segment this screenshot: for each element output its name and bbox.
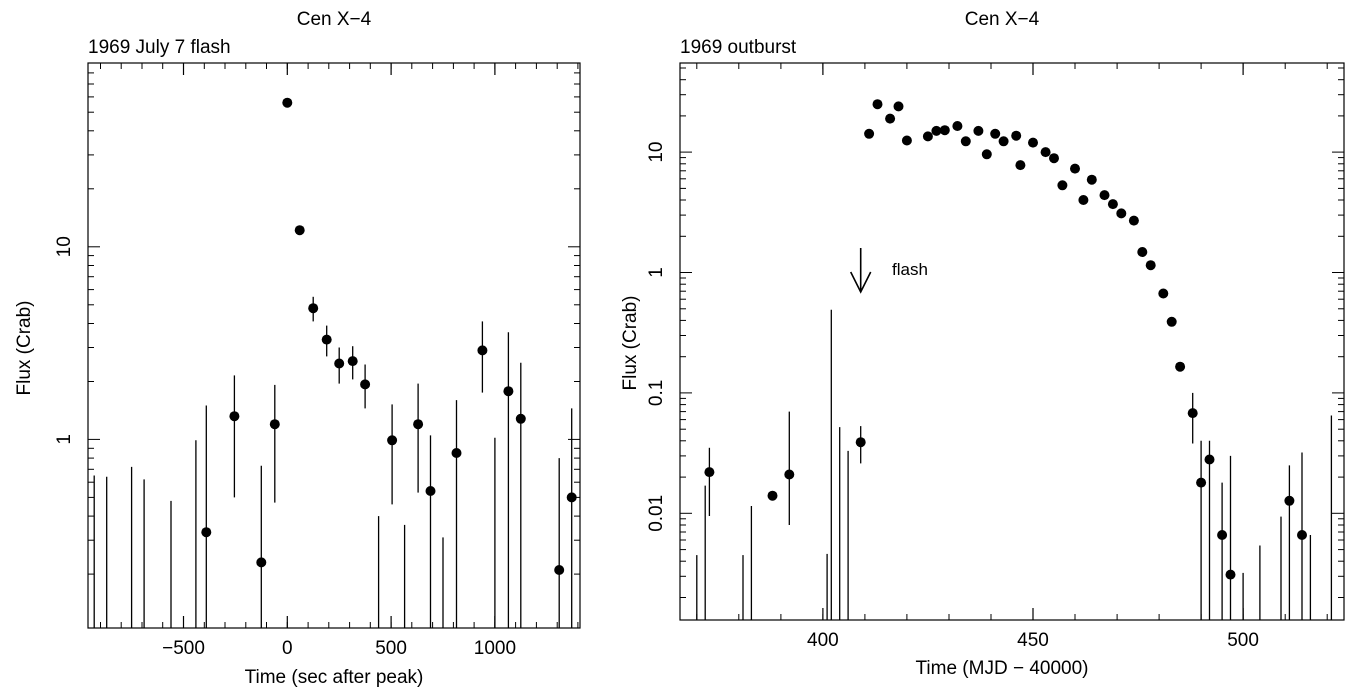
data-point — [767, 490, 778, 501]
x-tick-label: 0 — [282, 638, 293, 659]
data-point — [973, 125, 984, 136]
data-point — [1187, 408, 1198, 419]
data-point — [931, 125, 942, 136]
x-tick-label: −500 — [162, 638, 205, 659]
x-tick-label: 450 — [1017, 630, 1049, 651]
data-point — [503, 386, 514, 397]
y-tick-label: 10 — [646, 142, 667, 163]
data-point — [893, 101, 904, 112]
data-point — [451, 448, 462, 458]
outburst-light-curve-panel: Cen X−4 1969 outburst Time (MJD − 40000)… — [620, 9, 1345, 679]
data-point — [1086, 174, 1097, 185]
plot-frame — [87, 62, 581, 629]
data-point — [294, 225, 305, 236]
data-point — [872, 99, 883, 110]
data-point — [425, 486, 436, 496]
x-tick-label: 500 — [375, 638, 407, 659]
data-point — [1175, 361, 1186, 372]
data-point — [413, 419, 424, 430]
data-point — [1225, 569, 1236, 580]
data-point — [308, 303, 319, 314]
data-point — [387, 435, 398, 446]
data-point — [566, 492, 577, 503]
data-point — [1011, 130, 1022, 141]
data-point — [347, 356, 358, 367]
data-point — [1166, 316, 1177, 327]
data-point — [939, 125, 950, 136]
data-point — [864, 128, 875, 139]
y-tick-label: 10 — [54, 236, 75, 257]
panel-title: Cen X−4 — [297, 9, 372, 30]
data-point — [704, 467, 715, 478]
flash-arrow-head — [849, 271, 872, 294]
panel-subtitle: 1969 July 7 flash — [88, 37, 231, 58]
panel-subtitle: 1969 outburst — [680, 37, 797, 58]
x-axis-label: Time (sec after peak) — [245, 667, 424, 688]
data-point — [1049, 153, 1059, 164]
data-point — [990, 128, 1001, 139]
x-tick-label: 1000 — [474, 638, 516, 659]
data-point — [784, 469, 795, 480]
data-point — [1145, 260, 1156, 271]
data-point — [1217, 530, 1228, 540]
data-point — [1158, 288, 1169, 299]
panel-title: Cen X−4 — [965, 9, 1040, 30]
flash-annotation: flash — [892, 260, 928, 279]
y-axis-label: Flux (Crab) — [620, 295, 641, 390]
plot-frame — [679, 62, 1345, 621]
data-point — [269, 419, 280, 430]
data-point — [554, 565, 565, 575]
data-point — [1196, 477, 1207, 488]
data-point — [1028, 137, 1038, 148]
x-tick-label: 500 — [1227, 630, 1259, 651]
y-tick-label: 0.01 — [646, 495, 667, 532]
plot-marks: 400 450 500 0.01 0.1 1 10 — [646, 63, 1344, 651]
data-point — [1128, 215, 1139, 226]
data-point — [321, 334, 332, 345]
data-point — [201, 527, 212, 538]
data-point — [1284, 495, 1295, 506]
data-point — [960, 136, 971, 147]
data-point — [1015, 160, 1026, 171]
data-point — [1107, 199, 1118, 210]
data-point — [855, 437, 866, 448]
flash-light-curve-panel: Cen X−4 1969 July 7 flash Time (sec afte… — [14, 9, 581, 688]
x-axis-label: Time (MJD − 40000) — [916, 658, 1089, 679]
y-tick-label: 0.1 — [646, 380, 667, 406]
data-point — [1099, 190, 1110, 201]
data-point — [1057, 180, 1068, 191]
data-point — [477, 345, 488, 356]
data-point — [229, 411, 240, 422]
data-point — [334, 358, 345, 369]
plot-marks: −500 0 500 1000 1 10 — [54, 62, 580, 659]
data-point — [1137, 247, 1148, 257]
data-point — [998, 136, 1009, 147]
data-point — [952, 121, 963, 131]
data-point — [901, 135, 912, 146]
data-point — [1070, 163, 1080, 174]
data-point — [981, 149, 992, 160]
data-point — [1078, 195, 1089, 205]
y-axis-label: Flux (Crab) — [14, 300, 35, 395]
y-tick-label: 1 — [54, 434, 75, 445]
data-point — [1297, 530, 1307, 540]
data-point — [1116, 208, 1127, 219]
data-point — [1204, 454, 1215, 465]
data-point — [922, 131, 933, 142]
data-point — [256, 557, 267, 568]
y-tick-label: 1 — [646, 267, 667, 278]
data-point — [282, 97, 293, 108]
x-tick-label: 400 — [807, 630, 839, 651]
data-point — [360, 379, 371, 390]
data-point — [885, 113, 896, 124]
data-point — [1040, 147, 1051, 158]
data-point — [515, 413, 526, 424]
